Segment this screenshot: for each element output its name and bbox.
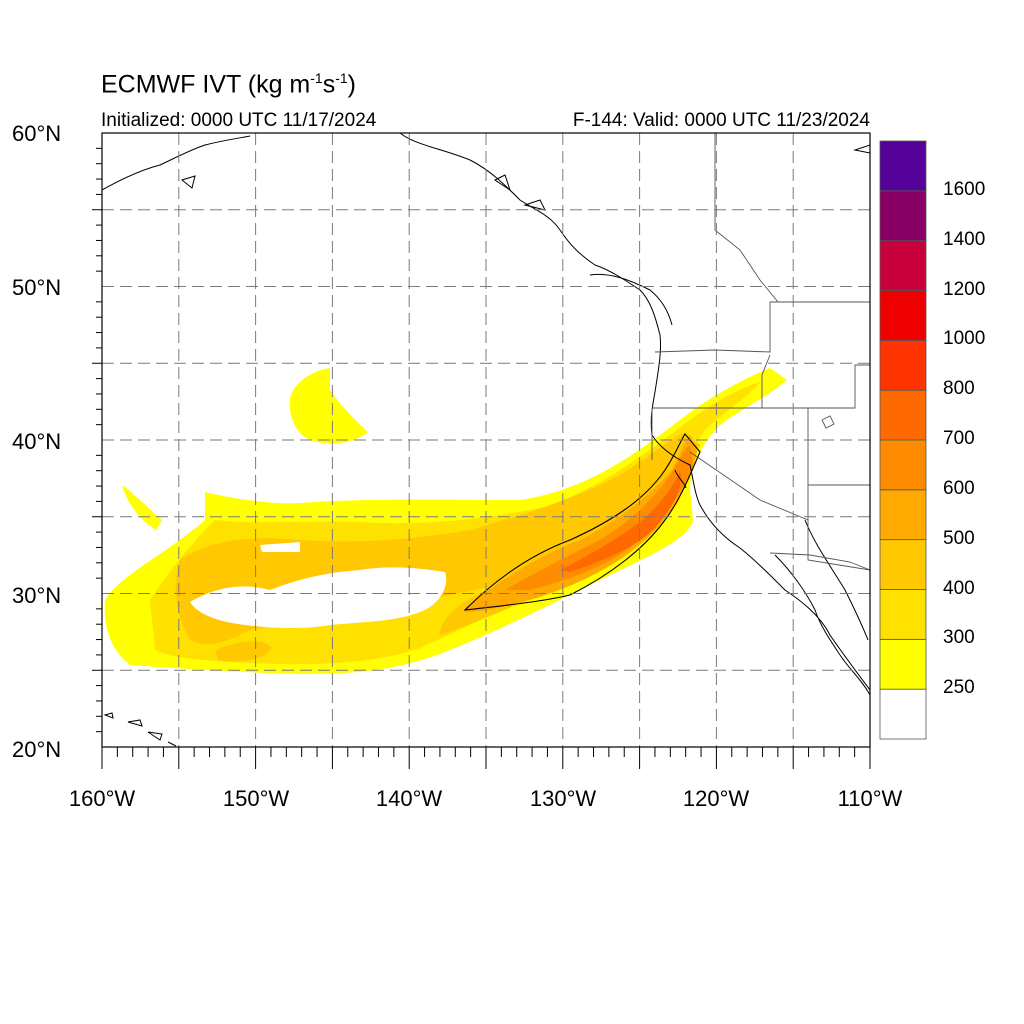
aleutian-coast	[102, 135, 251, 191]
great-salt-lake	[821, 415, 835, 429]
ivt-500-fill	[465, 435, 697, 612]
us-mexico-border	[769, 552, 870, 571]
colorbar-label: 800	[943, 378, 975, 400]
colorbar-swatch	[879, 190, 927, 242]
colorbar-swatch	[879, 688, 927, 740]
valid-time: F-144: Valid: 0000 UTC 11/23/2024	[572, 110, 870, 131]
gulf-of-california	[804, 519, 869, 641]
colorbar-swatch	[879, 290, 927, 341]
us-state-borders	[651, 354, 870, 571]
lat-label-50n: 50°N	[12, 275, 62, 300]
hawaii-islands	[103, 712, 177, 747]
colorbar-swatch	[879, 339, 927, 391]
lon-label-110w: 110°W	[837, 786, 903, 811]
lat-label-30n: 30°N	[12, 583, 62, 608]
lon-label-140w: 140°W	[375, 786, 443, 811]
colorbar-swatch	[879, 539, 927, 590]
ar-outline-contour	[463, 433, 701, 611]
lon-label-120w: 120°W	[682, 786, 750, 811]
grid-lines	[102, 133, 870, 747]
colorbar	[879, 140, 927, 740]
colorbar-swatch	[879, 439, 927, 491]
initialized-time: Initialized: 0000 UTC 11/17/2024	[101, 110, 377, 131]
colorbar-label: 400	[943, 577, 975, 599]
ivt-gap-west	[190, 567, 447, 629]
ivt-gap-small	[260, 542, 300, 552]
bc-alberta-border	[714, 133, 779, 303]
ivt-250-blob-north	[289, 368, 368, 444]
tick-marks	[92, 147, 871, 769]
ivt-250-blob-west	[122, 485, 162, 530]
vancouver-island	[589, 273, 673, 326]
colorbar-label: 1600	[943, 178, 986, 200]
lon-label-160w: 160°W	[68, 786, 136, 811]
colorbar-label: 600	[943, 477, 975, 499]
canada-us-border	[654, 301, 870, 353]
alaska-islands	[180, 144, 870, 211]
lat-label-40n: 40°N	[12, 429, 62, 454]
colorbar-swatch	[879, 389, 927, 441]
colorbar-label: 300	[943, 627, 975, 649]
north-america-coast	[399, 133, 870, 691]
colorbar-swatch	[879, 589, 927, 640]
colorbar-label: 1400	[943, 228, 986, 250]
lon-label-130w: 130°W	[529, 786, 597, 811]
coastlines	[102, 133, 870, 747]
map-frame	[101, 132, 871, 748]
colorbar-label: 250	[943, 677, 975, 699]
colorbar-swatch	[879, 638, 927, 690]
lon-label-150w: 150°W	[222, 786, 290, 811]
map-title: ECMWF IVT (kg m-1s-1)	[101, 70, 356, 99]
ivt-shading	[104, 368, 787, 674]
colorbar-label: 500	[943, 527, 975, 549]
baja-coast	[774, 554, 870, 696]
lat-label-20n: 20°N	[12, 737, 62, 762]
colorbar-swatch	[879, 140, 927, 192]
ivt-700-fill	[560, 472, 681, 572]
sf-bay	[674, 469, 687, 489]
colorbar-swatch	[879, 489, 927, 541]
colorbar-swatch	[879, 240, 927, 291]
political-borders	[651, 133, 870, 571]
lat-label-60n: 60°N	[12, 121, 62, 146]
colorbar-label: 700	[943, 428, 975, 449]
colorbar-label: 1000	[943, 328, 986, 350]
colorbar-label: 1200	[943, 278, 986, 300]
ivt-400-patch	[215, 641, 272, 662]
